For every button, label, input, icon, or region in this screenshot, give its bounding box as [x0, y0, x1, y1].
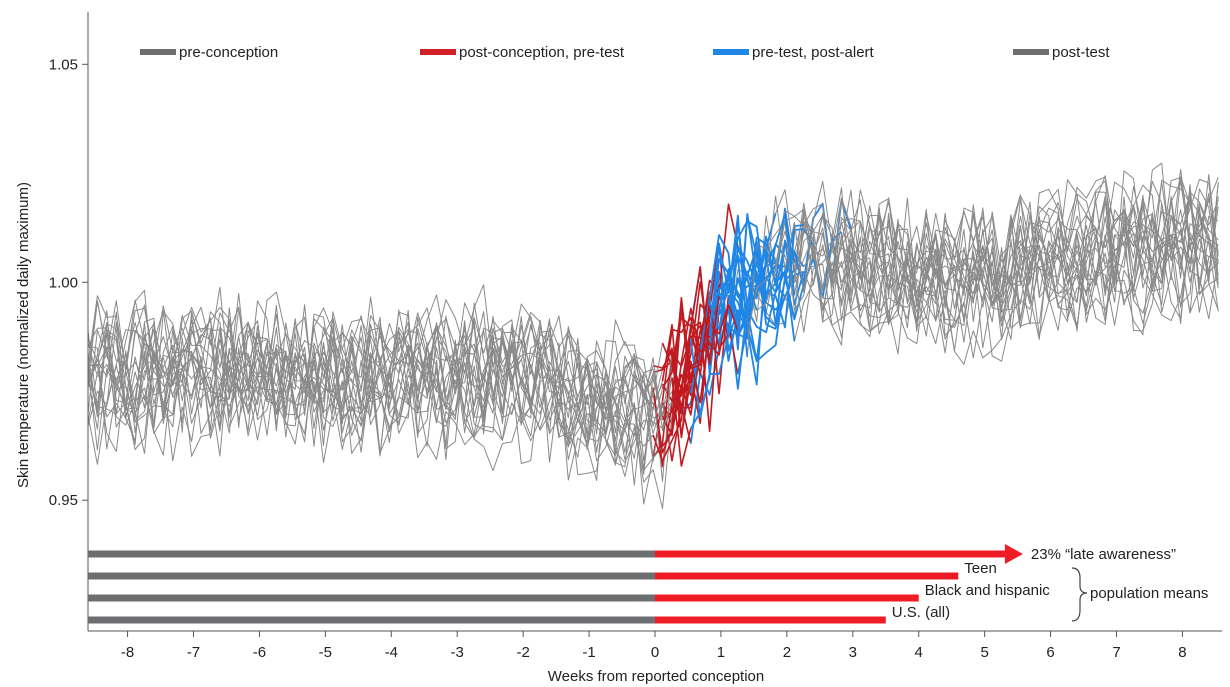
- series-line-post-alert: [727, 220, 777, 335]
- series-lines: [87, 162, 1219, 509]
- axes: -8 -7 -6 -5 -4 -3 -2 -1 0 1 2 3 4 5 6 7 8 0.95 1.00 1.05: [49, 12, 1222, 661]
- x-tick-label: -6: [253, 644, 266, 661]
- x-tick-label: -7: [187, 644, 200, 661]
- series-line-post-conception: [671, 291, 730, 409]
- legend-label: post-test: [1052, 44, 1110, 61]
- series-line-post-test: [746, 176, 1219, 338]
- x-tick-label: 6: [1046, 644, 1054, 661]
- series-line-post-alert: [708, 214, 749, 338]
- awareness-bar-label: Black and hispanic: [925, 582, 1051, 599]
- x-tick-label: 3: [849, 644, 857, 661]
- series-line-pre-conception: [87, 311, 663, 455]
- series-line-post-alert: [689, 264, 796, 419]
- series-line-pre-conception: [87, 296, 673, 444]
- series-line-post-test: [756, 184, 1219, 322]
- y-tick-label: 0.95: [49, 492, 78, 509]
- awareness-bars: 23% “late awareness” Teen Black and hispan…: [88, 544, 1208, 624]
- x-tick-label: 8: [1178, 644, 1186, 661]
- legend-label: pre-test, post-alert: [752, 44, 875, 61]
- x-tick-label: 1: [717, 644, 725, 661]
- series-line-post-conception: [652, 338, 692, 462]
- awareness-bar-label: 23% “late awareness”: [1031, 546, 1176, 563]
- x-tick-label: -8: [121, 644, 134, 661]
- y-axis-title: Skin temperature (normalized daily maxim…: [15, 182, 32, 488]
- x-tick-label: 4: [915, 644, 923, 661]
- x-tick-label: -4: [385, 644, 398, 661]
- group-label: population means: [1090, 585, 1208, 602]
- series-line-post-test: [775, 169, 1219, 306]
- series-line-post-test: [803, 162, 1219, 300]
- x-axis-title: Weeks from reported conception: [548, 668, 765, 685]
- y-tick-label: 1.00: [49, 274, 78, 291]
- legend-label: pre-conception: [179, 44, 278, 61]
- awareness-bar-label: Teen: [964, 560, 997, 577]
- series-line-post-alert: [718, 220, 804, 297]
- series-line-pre-conception: [87, 338, 663, 486]
- series-line-post-conception: [671, 265, 720, 395]
- series-line-pre-conception: [87, 323, 654, 453]
- x-tick-label: -1: [582, 644, 595, 661]
- series-line-post-conception: [661, 303, 739, 437]
- x-tick-label: 7: [1112, 644, 1120, 661]
- series-line-post-conception: [652, 305, 692, 454]
- x-tick-label: -5: [319, 644, 332, 661]
- series-line-pre-conception: [87, 339, 654, 481]
- series-line-post-conception: [671, 335, 711, 403]
- series-line-post-alert: [708, 231, 843, 362]
- series-line-post-test: [746, 181, 1219, 358]
- series-line-pre-conception: [87, 307, 654, 431]
- x-tick-label: -3: [451, 644, 464, 661]
- group-brace: [1071, 567, 1088, 622]
- series-line-pre-conception: [87, 304, 663, 435]
- series-line-pre-conception: [87, 322, 654, 471]
- awareness-bar-label: U.S. (all): [892, 604, 950, 621]
- series-line-pre-conception: [87, 317, 673, 457]
- series-line-pre-conception: [87, 339, 673, 482]
- series-line-post-conception: [661, 316, 701, 402]
- x-tick-label: 2: [783, 644, 791, 661]
- x-tick-label: 0: [651, 644, 659, 661]
- legend: pre-conception post-conception, pre-test p…: [140, 44, 1110, 61]
- arrow-head-icon: [1004, 544, 1023, 564]
- series-line-pre-conception: [87, 348, 673, 481]
- series-line-post-test: [803, 206, 1219, 352]
- legend-label: post-conception, pre-test: [459, 44, 625, 61]
- series-line-pre-conception: [87, 284, 663, 436]
- x-tick-label: 5: [980, 644, 988, 661]
- series-line-pre-conception: [87, 302, 663, 442]
- series-line-pre-conception: [87, 286, 673, 423]
- series-line-post-test: [765, 178, 1219, 314]
- y-tick-label: 1.05: [49, 56, 78, 73]
- x-tick-label: -2: [516, 644, 529, 661]
- series-line-post-test: [803, 224, 1219, 359]
- series-line-post-conception: [671, 304, 730, 439]
